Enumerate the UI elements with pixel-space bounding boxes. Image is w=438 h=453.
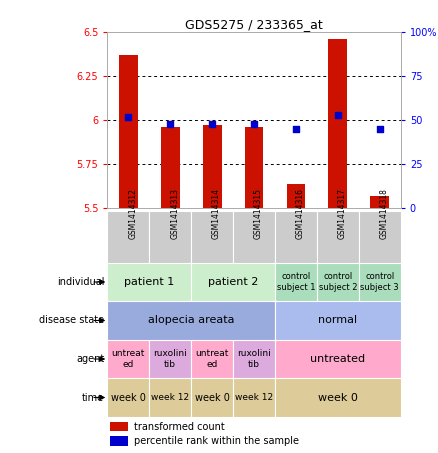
- Text: ruxolini
tib: ruxolini tib: [237, 349, 271, 369]
- Text: GSM1414317: GSM1414317: [338, 188, 347, 239]
- Bar: [275, 301, 401, 340]
- Bar: [233, 211, 275, 263]
- Text: untreat
ed: untreat ed: [195, 349, 229, 369]
- Bar: [107, 263, 191, 301]
- Point: [376, 125, 383, 133]
- Text: week 0: week 0: [111, 392, 146, 403]
- Text: week 0: week 0: [194, 392, 230, 403]
- Point: [251, 120, 258, 127]
- Bar: [191, 340, 233, 378]
- Bar: [275, 340, 401, 378]
- Text: normal: normal: [318, 315, 357, 326]
- Bar: [286, 183, 305, 208]
- Text: time: time: [82, 392, 104, 403]
- Point: [208, 120, 215, 127]
- Bar: [191, 263, 275, 301]
- Text: GSM1414315: GSM1414315: [254, 188, 263, 239]
- Bar: [110, 436, 128, 446]
- Bar: [107, 378, 149, 417]
- Bar: [328, 39, 347, 208]
- Text: untreat
ed: untreat ed: [112, 349, 145, 369]
- Text: agent: agent: [76, 354, 104, 364]
- Text: GSM1414318: GSM1414318: [380, 188, 389, 239]
- Bar: [203, 125, 222, 208]
- Bar: [371, 196, 389, 208]
- Text: patient 1: patient 1: [124, 277, 174, 287]
- Bar: [359, 211, 401, 263]
- Text: patient 2: patient 2: [208, 277, 258, 287]
- Bar: [191, 211, 233, 263]
- Bar: [149, 340, 191, 378]
- Bar: [233, 378, 275, 417]
- Bar: [161, 127, 180, 208]
- Text: disease state: disease state: [39, 315, 104, 326]
- Bar: [107, 340, 149, 378]
- Bar: [191, 378, 233, 417]
- Bar: [107, 211, 149, 263]
- Bar: [149, 378, 191, 417]
- Text: control
subject 2: control subject 2: [318, 272, 357, 292]
- Text: GSM1414313: GSM1414313: [170, 188, 179, 239]
- Text: individual: individual: [57, 277, 104, 287]
- Title: GDS5275 / 233365_at: GDS5275 / 233365_at: [185, 18, 323, 30]
- Bar: [233, 340, 275, 378]
- Point: [293, 125, 300, 133]
- Bar: [317, 211, 359, 263]
- Bar: [149, 211, 191, 263]
- Text: week 12: week 12: [235, 393, 273, 402]
- Bar: [110, 422, 128, 431]
- Text: week 12: week 12: [151, 393, 189, 402]
- Point: [334, 111, 341, 118]
- Text: percentile rank within the sample: percentile rank within the sample: [134, 436, 299, 446]
- Text: GSM1414314: GSM1414314: [212, 188, 221, 239]
- Bar: [275, 378, 401, 417]
- Text: transformed count: transformed count: [134, 422, 224, 432]
- Bar: [359, 263, 401, 301]
- Bar: [119, 55, 138, 208]
- Text: GSM1414316: GSM1414316: [296, 188, 305, 239]
- Bar: [107, 301, 275, 340]
- Bar: [317, 263, 359, 301]
- Point: [167, 120, 174, 127]
- Text: ruxolini
tib: ruxolini tib: [153, 349, 187, 369]
- Bar: [275, 211, 317, 263]
- Point: [125, 113, 132, 120]
- Text: control
subject 3: control subject 3: [360, 272, 399, 292]
- Bar: [275, 263, 317, 301]
- Text: alopecia areata: alopecia areata: [148, 315, 234, 326]
- Bar: [244, 127, 264, 208]
- Text: week 0: week 0: [318, 392, 358, 403]
- Text: control
subject 1: control subject 1: [277, 272, 315, 292]
- Text: untreated: untreated: [311, 354, 365, 364]
- Text: GSM1414312: GSM1414312: [128, 188, 137, 239]
